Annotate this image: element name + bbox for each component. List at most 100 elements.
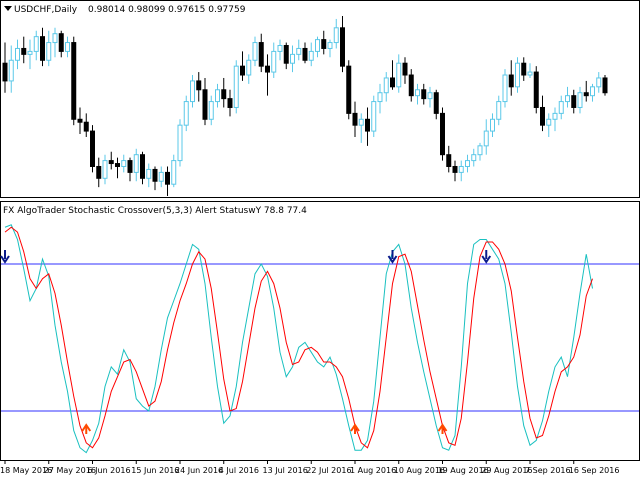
candle xyxy=(283,42,289,70)
candle xyxy=(402,57,408,84)
candle xyxy=(215,83,220,108)
x-tick-label: 15 Jun 2016 xyxy=(131,466,179,475)
candle xyxy=(183,95,189,132)
candle xyxy=(458,160,464,182)
triangle-down-icon[interactable] xyxy=(4,6,12,11)
candle xyxy=(83,113,89,137)
bull-candle-body xyxy=(358,118,364,126)
bull-candle-body xyxy=(496,101,502,120)
candle xyxy=(483,119,489,155)
bull-candle-body xyxy=(177,124,183,162)
bear-candle-body xyxy=(408,74,414,97)
candle xyxy=(390,60,395,90)
candle xyxy=(321,30,327,55)
candle xyxy=(452,160,458,182)
bear-candle-body xyxy=(83,121,89,132)
bull-candle-body xyxy=(427,92,433,100)
bear-candle-body xyxy=(533,71,539,108)
bear-candle-body xyxy=(115,163,120,167)
bull-candle-body xyxy=(458,165,464,173)
x-tick-label: 22 Jul 2016 xyxy=(306,466,351,475)
candle xyxy=(146,163,152,188)
x-tick-label: 27 May 2016 xyxy=(44,466,96,475)
candle xyxy=(246,54,252,84)
bear-candle-body xyxy=(346,65,352,114)
candle xyxy=(515,57,520,93)
bull-candle-body xyxy=(215,89,220,103)
bear-candle-body xyxy=(2,62,8,82)
candle xyxy=(77,107,83,135)
candle xyxy=(33,30,39,61)
bear-candle-body xyxy=(71,42,77,120)
bear-candle-body xyxy=(508,74,514,88)
candle xyxy=(533,66,539,114)
bear-candle-body xyxy=(433,92,439,114)
bear-candle-body xyxy=(152,168,158,182)
candle xyxy=(121,154,127,173)
candle xyxy=(377,83,383,114)
candle xyxy=(240,51,245,81)
bear-candle-body xyxy=(258,42,264,67)
buy-arrow-icon xyxy=(350,423,360,434)
candle xyxy=(296,39,302,61)
bull-candle-body xyxy=(8,59,14,82)
candle xyxy=(433,89,439,120)
candle xyxy=(133,148,139,182)
bull-candle-body xyxy=(377,92,383,103)
candle xyxy=(571,89,577,114)
candle xyxy=(346,60,352,120)
bear-candle-body xyxy=(365,118,370,132)
candle xyxy=(96,157,102,188)
sell-arrow-icon xyxy=(0,250,10,264)
bull-candle-body xyxy=(515,62,520,88)
candle xyxy=(440,107,445,161)
candle xyxy=(358,113,364,143)
sell-arrow-icon xyxy=(387,250,398,264)
x-tick-label: 10 Aug 2016 xyxy=(394,466,445,475)
candle xyxy=(490,113,495,137)
bull-candle-body xyxy=(333,27,339,44)
x-tick-label: 13 Jul 2016 xyxy=(263,466,308,475)
candle xyxy=(446,145,452,173)
candle xyxy=(46,30,52,67)
bear-candle-body xyxy=(321,39,327,49)
bear-candle-body xyxy=(421,89,427,100)
candle xyxy=(421,83,427,105)
candle xyxy=(40,27,45,67)
candle xyxy=(252,36,258,67)
candle xyxy=(265,54,270,96)
bear-candle-body xyxy=(108,160,114,165)
bull-candle-body xyxy=(415,89,420,97)
bull-candle-body xyxy=(102,160,108,179)
bear-candle-body xyxy=(352,112,358,126)
stochastic-signal-line xyxy=(4,226,593,449)
bull-candle-body xyxy=(296,47,302,55)
bull-candle-body xyxy=(465,160,470,167)
candle xyxy=(115,157,120,179)
bear-candle-body xyxy=(340,27,345,67)
candle xyxy=(602,75,608,96)
candle xyxy=(102,154,108,185)
bull-candle-body xyxy=(502,74,508,103)
candle xyxy=(577,86,583,114)
candle xyxy=(221,77,227,108)
candle xyxy=(71,36,77,126)
candle xyxy=(202,77,208,126)
candle xyxy=(190,75,195,108)
candle xyxy=(258,33,264,73)
candle xyxy=(127,157,133,182)
bull-candle-body xyxy=(46,42,52,61)
bull-candle-body xyxy=(552,112,558,120)
bear-candle-body xyxy=(602,77,608,94)
bull-candle-body xyxy=(183,101,189,126)
candle xyxy=(365,107,370,146)
candle xyxy=(27,39,33,70)
bull-candle-body xyxy=(33,36,39,52)
buy-arrow-icon xyxy=(437,423,448,434)
bear-candle-body xyxy=(283,45,289,64)
bull-candle-body xyxy=(190,80,195,103)
bear-candle-body xyxy=(96,165,102,179)
indicator-panel-title: FX AlgoTrader Stochastic Crossover(5,3,3… xyxy=(3,206,307,216)
candle xyxy=(552,107,558,132)
